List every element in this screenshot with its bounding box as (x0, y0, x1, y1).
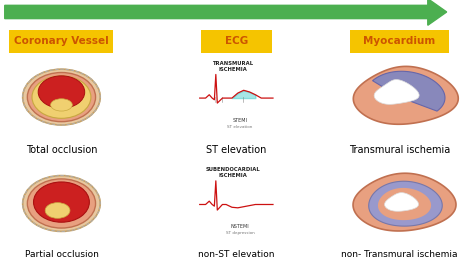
PathPatch shape (378, 188, 431, 220)
FancyBboxPatch shape (9, 30, 113, 53)
PathPatch shape (373, 71, 445, 111)
Ellipse shape (23, 69, 100, 125)
Ellipse shape (23, 176, 100, 231)
PathPatch shape (369, 181, 442, 226)
PathPatch shape (374, 80, 419, 104)
Ellipse shape (45, 203, 70, 218)
PathPatch shape (384, 193, 419, 211)
Text: Coronary Vessel: Coronary Vessel (14, 36, 109, 46)
Text: Myocardium: Myocardium (363, 36, 436, 46)
Ellipse shape (27, 73, 96, 122)
Text: ECG: ECG (225, 36, 248, 46)
PathPatch shape (353, 173, 456, 231)
FancyBboxPatch shape (350, 30, 449, 53)
Text: TRANSMURAL
ISCHEMIA: TRANSMURAL ISCHEMIA (212, 61, 253, 72)
Text: Total occlusion: Total occlusion (26, 145, 97, 155)
PathPatch shape (353, 66, 458, 124)
Text: Transmural ischemia: Transmural ischemia (349, 145, 450, 155)
Text: NSTEMI: NSTEMI (231, 224, 249, 229)
Ellipse shape (34, 182, 90, 222)
Text: ST depression: ST depression (226, 231, 255, 235)
Ellipse shape (32, 76, 91, 118)
Text: ST elevation: ST elevation (228, 124, 253, 129)
Text: Partial occlusion: Partial occlusion (25, 250, 99, 259)
Ellipse shape (27, 179, 96, 228)
Text: non-ST elevation: non-ST elevation (198, 250, 274, 259)
Text: STEMI: STEMI (233, 118, 247, 123)
Text: SUBENDOCARDIAL
ISCHEMIA: SUBENDOCARDIAL ISCHEMIA (205, 167, 260, 178)
Text: ST elevation: ST elevation (206, 145, 266, 155)
FancyArrow shape (5, 0, 447, 25)
Ellipse shape (38, 76, 85, 108)
Text: non- Transmural ischemia: non- Transmural ischemia (341, 250, 458, 259)
Ellipse shape (51, 99, 73, 111)
FancyBboxPatch shape (201, 30, 272, 53)
